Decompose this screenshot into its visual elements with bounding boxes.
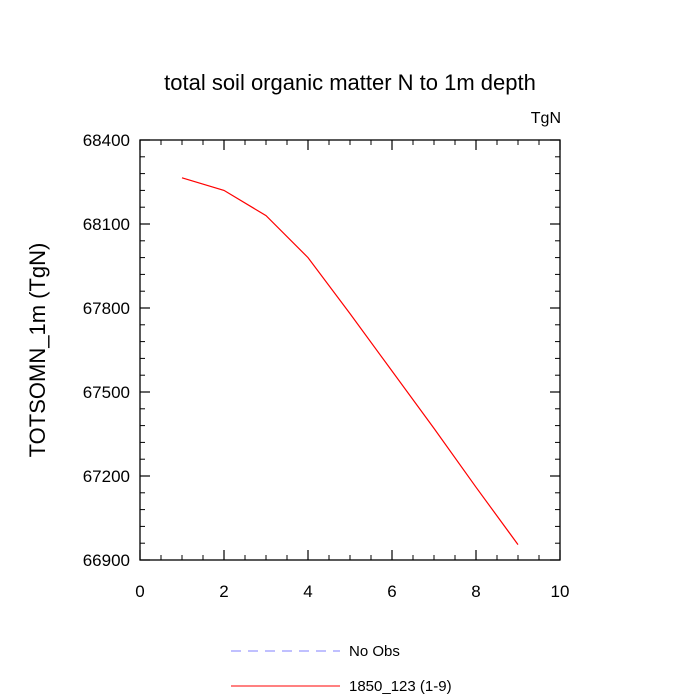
series-lines xyxy=(181,177,519,545)
y-tick-label: 67200 xyxy=(83,467,130,486)
x-tick-label: 4 xyxy=(303,582,312,601)
y-tick-label: 66900 xyxy=(83,551,130,570)
y-tick-label: 67800 xyxy=(83,299,130,318)
y-tick-label: 68400 xyxy=(83,131,130,150)
series-line-1 xyxy=(181,177,519,545)
units-label: TgN xyxy=(531,110,561,127)
axes: 0 2 4 6 8 10 66900 67200 67500 67800 68100 68400 xyxy=(83,131,570,601)
plot-frame xyxy=(139,139,561,561)
legend: No Obs 1850_123 (1-9) xyxy=(231,643,452,695)
y-tick-label: 68100 xyxy=(83,215,130,234)
x-tick-label: 0 xyxy=(135,582,144,601)
legend-label-0: No Obs xyxy=(349,643,400,660)
chart-title: total soil organic matter N to 1m depth xyxy=(164,70,536,95)
legend-label-1: 1850_123 (1-9) xyxy=(349,678,452,695)
y-tick-label: 67500 xyxy=(83,383,130,402)
y-axis-label: TOTSOMN_1m (TgN) xyxy=(25,243,50,458)
x-tick-label: 8 xyxy=(471,582,480,601)
x-tick-label: 2 xyxy=(219,582,228,601)
x-tick-label: 10 xyxy=(551,582,570,601)
x-tick-label: 6 xyxy=(387,582,396,601)
